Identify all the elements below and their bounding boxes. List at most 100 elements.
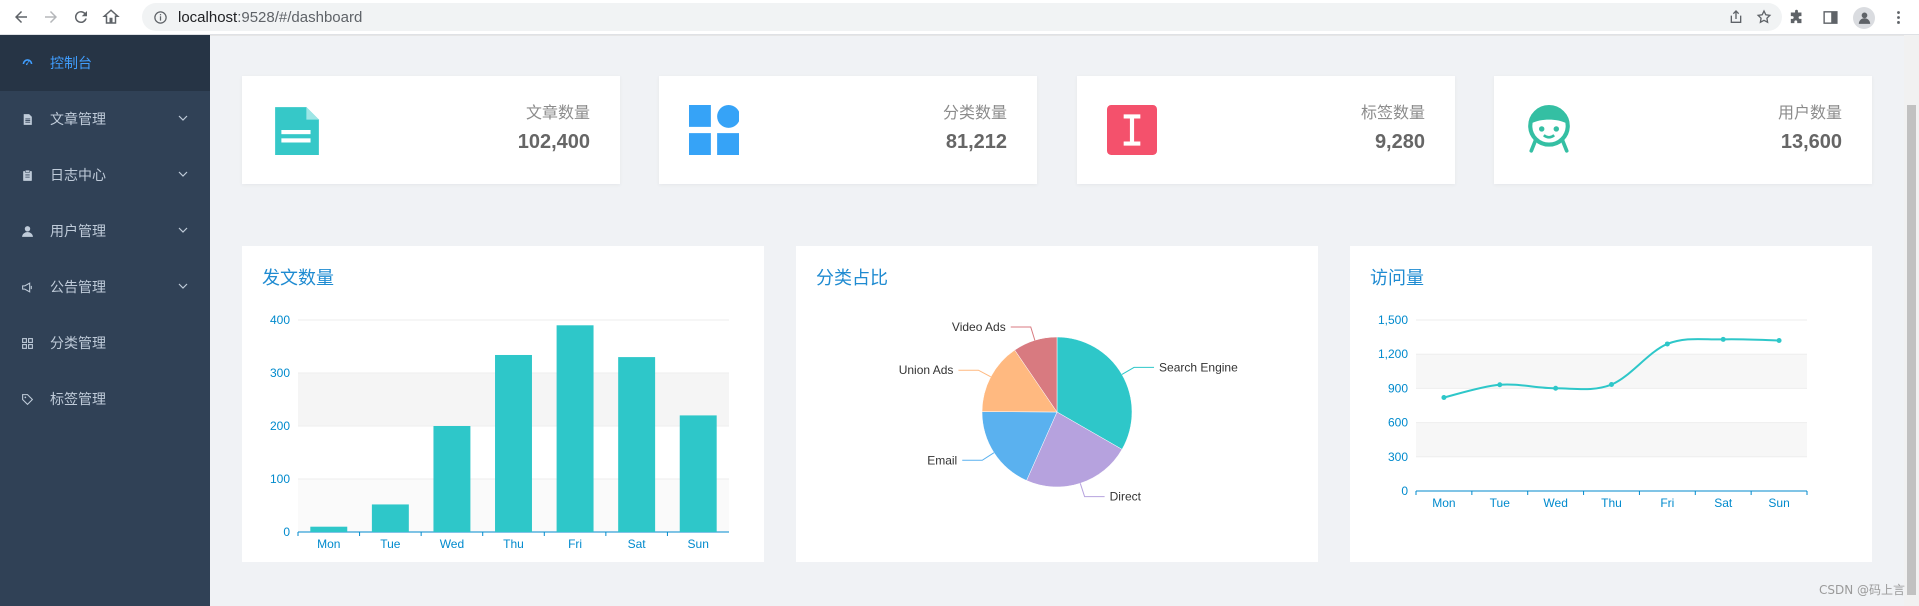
stat-label: 标签数量: [1360, 103, 1425, 122]
scrollbar-thumb[interactable]: [1907, 105, 1916, 595]
chevron-down-icon[interactable]: [178, 113, 188, 123]
bar-chart-card: 发文数量 0 100 200 300 400 Mon Tue Wed Thu Fri Sat Sun: [242, 246, 764, 562]
stat-card-1[interactable]: 文章数量 102,400: [242, 76, 620, 184]
pie-slice-union-ads[interactable]: [981, 349, 1058, 413]
bar-Fri[interactable]: [556, 325, 594, 532]
chevron-down-icon[interactable]: [178, 169, 188, 179]
x-tick-label: Fri: [1660, 496, 1674, 510]
bar-Thu[interactable]: [495, 354, 532, 532]
y-tick-label: 1,500: [1378, 313, 1408, 327]
stat-card-3[interactable]: 标签数量 9,280: [1077, 76, 1455, 184]
line-chart-title: 访问量: [1370, 268, 1424, 289]
line-point-Wed[interactable]: [1553, 385, 1559, 391]
grid-icon: [20, 336, 34, 350]
clipboard-icon: [20, 168, 34, 182]
chevron-down-icon[interactable]: [178, 281, 188, 291]
pie-label: Email: [927, 453, 957, 467]
pie-label: Union Ads: [899, 363, 954, 377]
sidebar-item-6[interactable]: 分类管理: [0, 315, 210, 371]
bar-chart-title: 发文数量: [262, 268, 334, 289]
sidebar-item-4[interactable]: 用户管理: [0, 203, 210, 259]
bar-Sun[interactable]: [679, 415, 717, 532]
stat-value: 13,600: [1780, 131, 1842, 153]
avatar: [1853, 6, 1875, 29]
y-tick-label: 900: [1388, 381, 1408, 395]
stat-value: 102,400: [517, 131, 590, 153]
extensions-button[interactable]: [1783, 5, 1809, 31]
back-button[interactable]: [6, 2, 36, 32]
line-point-Fri[interactable]: [1664, 341, 1670, 347]
grid-band: [1416, 422, 1807, 457]
reload-button[interactable]: [66, 2, 96, 32]
x-tick-label: Tue: [380, 537, 401, 551]
pie-slice-video-ads[interactable]: [1014, 336, 1058, 413]
sidebar-item-label: 公告管理: [50, 280, 106, 296]
pie-label: Search Engine: [1159, 360, 1238, 374]
x-tick-label: Thu: [1601, 496, 1622, 510]
sidebar-item-5[interactable]: 公告管理: [0, 259, 210, 315]
page-scrollbar[interactable]: [1904, 35, 1919, 606]
address-bar[interactable]: localhost:9528/#/dashboard: [142, 3, 1782, 31]
document-icon: [20, 112, 34, 126]
sidebar-item-2[interactable]: 文章管理: [0, 91, 210, 147]
pie-chart-title: 分类占比: [816, 268, 888, 289]
y-tick-label: 200: [270, 419, 290, 433]
line-point-Sun[interactable]: [1776, 338, 1782, 344]
bookmark-star-icon[interactable]: [1756, 9, 1772, 25]
x-tick-label: Thu: [503, 537, 524, 551]
line-chart: 0 300 600 900 1,200 1,500 Mon Tue Wed Thu Fri Sat Su…: [1378, 313, 1808, 510]
bar-Sat[interactable]: [618, 357, 656, 532]
sidebar-item-3[interactable]: 日志中心: [0, 147, 210, 203]
side-panel-button[interactable]: [1817, 5, 1843, 31]
line-point-Mon[interactable]: [1441, 395, 1447, 401]
tag-i-icon: [1107, 105, 1157, 155]
tag-icon: [20, 392, 34, 406]
site-info-icon[interactable]: [152, 9, 168, 25]
x-tick-label: Wed: [440, 537, 464, 551]
line-point-Tue[interactable]: [1497, 382, 1503, 388]
x-tick-label: Sat: [1714, 496, 1733, 510]
x-tick-label: Sun: [688, 537, 709, 551]
pie-label-line: [958, 369, 992, 378]
pie-slice-email[interactable]: [981, 411, 1058, 481]
pie-label: Video Ads: [952, 320, 1006, 334]
pie-chart: Search Engine Direct Email Union Ads Video A…: [899, 320, 1238, 504]
article-icon: [275, 107, 319, 155]
sidebar: 控制台 文章管理 日志中心 用户管理公告管理分类管理 标签管理: [0, 35, 210, 606]
pie-label-line: [1079, 483, 1105, 498]
chrome-menu-button[interactable]: [1885, 5, 1911, 31]
y-tick-label: 100: [270, 472, 290, 486]
share-icon[interactable]: [1728, 9, 1744, 25]
category-icon: [689, 105, 739, 155]
pie-chart-card: 分类占比 Search Engine Direct Email Union Ads Vi…: [796, 246, 1318, 562]
line-point-Sat[interactable]: [1720, 336, 1726, 342]
bar-Mon[interactable]: [310, 526, 348, 532]
x-tick-label: Mon: [1432, 496, 1455, 510]
megaphone-icon: [20, 280, 34, 294]
y-tick-label: 400: [270, 313, 290, 327]
sidebar-item-7[interactable]: 标签管理: [0, 371, 210, 427]
x-tick-label: Wed: [1543, 496, 1567, 510]
stat-card-2[interactable]: 分类数量 81,212: [659, 76, 1037, 184]
reload-icon: [74, 11, 87, 24]
bar-Tue[interactable]: [371, 504, 409, 532]
back-arrow-icon: [15, 11, 27, 23]
sidebar-item-1[interactable]: 控制台: [0, 35, 210, 91]
stat-label: 文章数量: [525, 103, 590, 122]
profile-button[interactable]: [1851, 5, 1877, 31]
browser-toolbar: localhost:9528/#/dashboard: [0, 0, 1919, 35]
forward-button[interactable]: [36, 2, 66, 32]
side-panel-icon: [1822, 11, 1838, 24]
stat-value: 9,280: [1374, 131, 1425, 153]
stat-card-4[interactable]: 用户数量 13,600: [1494, 76, 1872, 184]
x-tick-label: Sun: [1768, 496, 1789, 510]
bar-Wed[interactable]: [433, 426, 471, 532]
url-text: localhost:9528/#/dashboard: [178, 8, 363, 26]
x-tick-label: Mon: [317, 537, 340, 551]
line-point-Thu[interactable]: [1609, 382, 1614, 388]
forward-arrow-icon: [45, 11, 57, 23]
home-button[interactable]: [96, 2, 126, 32]
pie-slice-direct[interactable]: [1026, 411, 1123, 488]
chevron-down-icon[interactable]: [178, 225, 188, 235]
user-icon: [20, 224, 34, 238]
